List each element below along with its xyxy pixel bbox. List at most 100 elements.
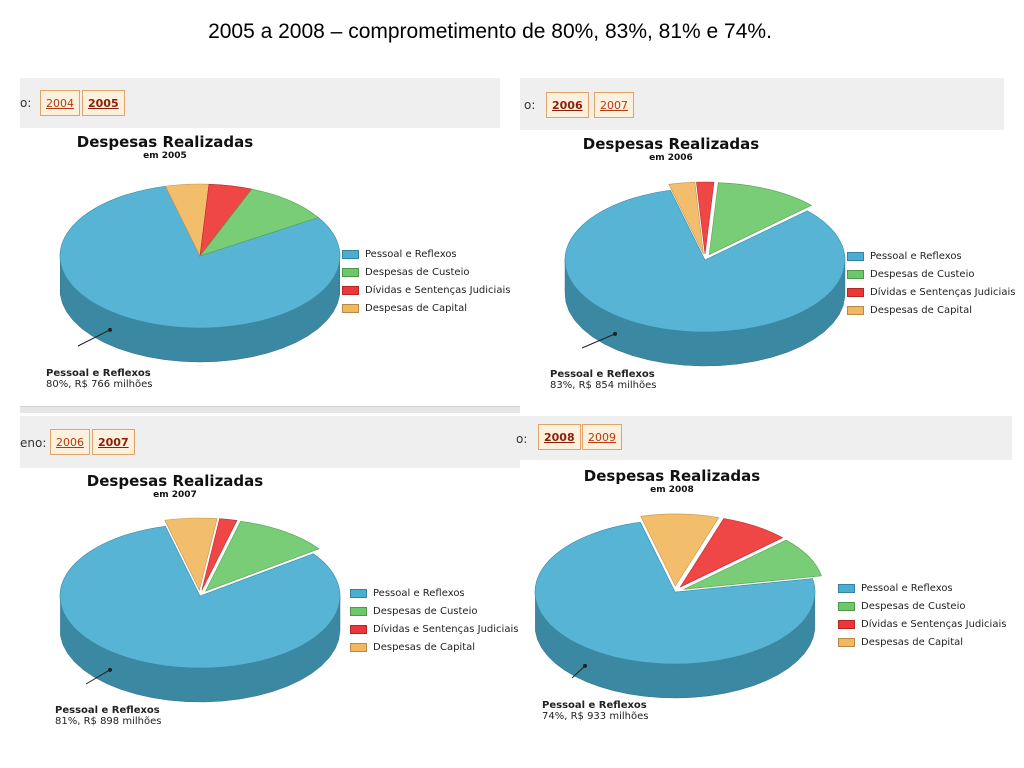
chart-title: Despesas Realizadas — [76, 133, 254, 151]
tabbar-lead: o: — [524, 98, 536, 112]
legend-swatch — [847, 287, 864, 297]
slice-dividas-e-sentencas-judiciais: Dívidas e Sentenças Judiciais: 2% — [696, 181, 715, 255]
pie-callout: Pessoal e Reflexos 81%, R$ 898 milhões — [55, 705, 161, 727]
legend-swatch — [838, 619, 855, 629]
callout-detail: 74%, R$ 933 milhões — [542, 711, 649, 722]
year-tab-2008[interactable]: 2008 — [538, 424, 581, 450]
legend-swatch — [342, 267, 359, 277]
pie-chart: Pessoal e Reflexos: 81%Despesas de Capit… — [59, 517, 341, 703]
legend-item-pessoal-e-reflexos: Pessoal e Reflexos — [342, 245, 510, 263]
tabbar-lead: o: — [20, 96, 32, 110]
legend-label: Dívidas e Sentenças Judiciais — [365, 284, 511, 296]
legend-label: Despesas de Capital — [870, 304, 973, 316]
year-tabbar: eno: 2006 2007 — [20, 416, 520, 468]
pie-callout: Pessoal e Reflexos 74%, R$ 933 milhões — [542, 700, 648, 722]
scroll-bar — [20, 406, 520, 413]
slice-pessoal-e-reflexos: Pessoal e Reflexos: 74% — [534, 521, 816, 665]
year-tab-2007[interactable]: 2007 — [594, 92, 634, 118]
legend-label: Despesas de Capital — [373, 641, 476, 653]
callout-name: Pessoal e Reflexos — [542, 700, 647, 711]
slice-dividas-e-sentencas-judiciais: Dívidas e Sentenças Judiciais: 8% — [679, 518, 784, 588]
chart-legend: Pessoal e Reflexos Despesas de Custeio Dív… — [838, 579, 1006, 651]
legend-label: Dívidas e Sentenças Judiciais — [870, 286, 1016, 298]
callout-dot — [108, 667, 113, 672]
slice-pessoal-e-reflexos: Pessoal e Reflexos: 83% — [564, 189, 846, 333]
callout-detail: 81%, R$ 898 milhões — [55, 716, 162, 727]
legend-swatch — [838, 601, 855, 611]
year-tab-2005[interactable]: 2005 — [82, 90, 125, 116]
slice-pessoal-e-reflexos: Pessoal e Reflexos: 81% — [59, 525, 341, 669]
legend-item-despesas-de-custeio: Despesas de Custeio — [847, 265, 1015, 283]
legend-item-despesas-de-capital: Despesas de Capital — [342, 299, 510, 317]
legend-item-despesas-de-capital: Despesas de Capital — [838, 633, 1006, 651]
slice-despesas-de-custeio: Despesas de Custeio: 11% — [205, 521, 320, 592]
legend-label: Despesas de Capital — [365, 302, 468, 314]
pie-chart: Pessoal e Reflexos: 74%Despesas de Capit… — [534, 513, 822, 699]
slice-despesas-de-capital: Despesas de Capital: 3% — [668, 181, 704, 255]
chart-subtitle: em 2006 — [649, 153, 693, 163]
callout-leader — [77, 329, 111, 347]
legend-swatch — [838, 637, 855, 647]
slice-despesas-de-custeio: Despesas de Custeio: 10% — [199, 188, 319, 257]
chart-title: Despesas Realizadas — [582, 135, 760, 153]
year-tabbar: o: 2006 2007 — [520, 78, 1004, 130]
legend-item-despesas-de-custeio: Despesas de Custeio — [838, 597, 1006, 615]
chart-legend: Pessoal e Reflexos Despesas de Custeio Dív… — [847, 247, 1015, 319]
legend-item-despesas-de-capital: Despesas de Capital — [350, 638, 518, 656]
legend-label: Dívidas e Sentenças Judiciais — [861, 618, 1007, 630]
legend-item-pessoal-e-reflexos: Pessoal e Reflexos — [847, 247, 1015, 265]
callout-detail: 80%, R$ 766 milhões — [46, 379, 153, 390]
slice-despesas-de-capital: Despesas de Capital: 6% — [164, 517, 218, 591]
chart-legend: Pessoal e Reflexos Despesas de Custeio Dív… — [350, 584, 518, 656]
year-tab-2007[interactable]: 2007 — [92, 429, 135, 455]
chart-panel-2005: o: 2004 2005 Despesas Realizadas em 2005… — [20, 78, 510, 408]
legend-swatch — [847, 251, 864, 261]
legend-swatch — [350, 624, 367, 634]
callout-dot — [613, 331, 618, 336]
legend-label: Despesas de Custeio — [365, 266, 470, 278]
legend-label: Despesas de Capital — [861, 636, 964, 648]
year-tab-2004[interactable]: 2004 — [40, 90, 80, 116]
callout-leader — [85, 669, 111, 685]
legend-item-despesas-de-custeio: Despesas de Custeio — [342, 263, 510, 281]
legend-swatch — [350, 588, 367, 598]
year-tabbar: o: 2008 2009 — [512, 416, 1012, 460]
legend-label: Pessoal e Reflexos — [373, 587, 465, 599]
slice-pessoal-e-reflexos: Pessoal e Reflexos: 80% — [59, 185, 341, 329]
tabbar-lead: o: — [516, 432, 528, 446]
chart-subtitle: em 2007 — [153, 490, 197, 500]
chart-panel-2008: o: 2008 2009 Despesas Realizadas em 2008… — [512, 416, 1012, 746]
chart-title: Despesas Realizadas — [583, 467, 761, 485]
legend-item-dividas-e-sentencas-judiciais: Dívidas e Sentenças Judiciais — [847, 283, 1015, 301]
legend-swatch — [342, 303, 359, 313]
pie-chart: Pessoal e Reflexos: 83%Despesas de Capit… — [564, 181, 846, 367]
legend-label: Despesas de Custeio — [373, 605, 478, 617]
legend-swatch — [342, 285, 359, 295]
legend-swatch — [350, 606, 367, 616]
year-tab-2006[interactable]: 2006 — [546, 92, 589, 118]
chart-panel-2007: eno: 2006 2007 Despesas Realizadas em 20… — [20, 416, 520, 746]
slice-despesas-de-custeio: Despesas de Custeio: 9% — [683, 539, 822, 590]
slice-despesas-de-capital: Despesas de Capital: 9% — [640, 513, 720, 587]
chart-panel-2006: o: 2006 2007 Despesas Realizadas em 2006… — [520, 78, 1015, 408]
year-tabbar: o: 2004 2005 — [20, 78, 500, 128]
legend-item-dividas-e-sentencas-judiciais: Dívidas e Sentenças Judiciais — [350, 620, 518, 638]
callout-dot — [583, 663, 588, 668]
pie-chart: Pessoal e Reflexos: 80%Despesas de Capit… — [59, 183, 341, 363]
legend-label: Dívidas e Sentenças Judiciais — [373, 623, 519, 635]
chart-subtitle: em 2008 — [650, 485, 694, 495]
legend-swatch — [847, 305, 864, 315]
legend-item-despesas-de-custeio: Despesas de Custeio — [350, 602, 518, 620]
slice-despesas-de-custeio: Despesas de Custeio: 12% — [708, 182, 813, 256]
legend-swatch — [838, 583, 855, 593]
slide-title: 2005 a 2008 – comprometimento de 80%, 83… — [208, 20, 772, 43]
callout-leader — [581, 333, 616, 349]
legend-label: Pessoal e Reflexos — [870, 250, 962, 262]
year-tab-2006[interactable]: 2006 — [50, 429, 90, 455]
year-tab-2009[interactable]: 2009 — [582, 424, 622, 450]
callout-detail: 83%, R$ 854 milhões — [550, 380, 657, 391]
legend-label: Pessoal e Reflexos — [365, 248, 457, 260]
legend-item-dividas-e-sentencas-judiciais: Dívidas e Sentenças Judiciais — [838, 615, 1006, 633]
chart-legend: Pessoal e Reflexos Despesas de Custeio Dív… — [342, 245, 510, 317]
pie-callout: Pessoal e Reflexos 80%, R$ 766 milhões — [46, 368, 152, 390]
